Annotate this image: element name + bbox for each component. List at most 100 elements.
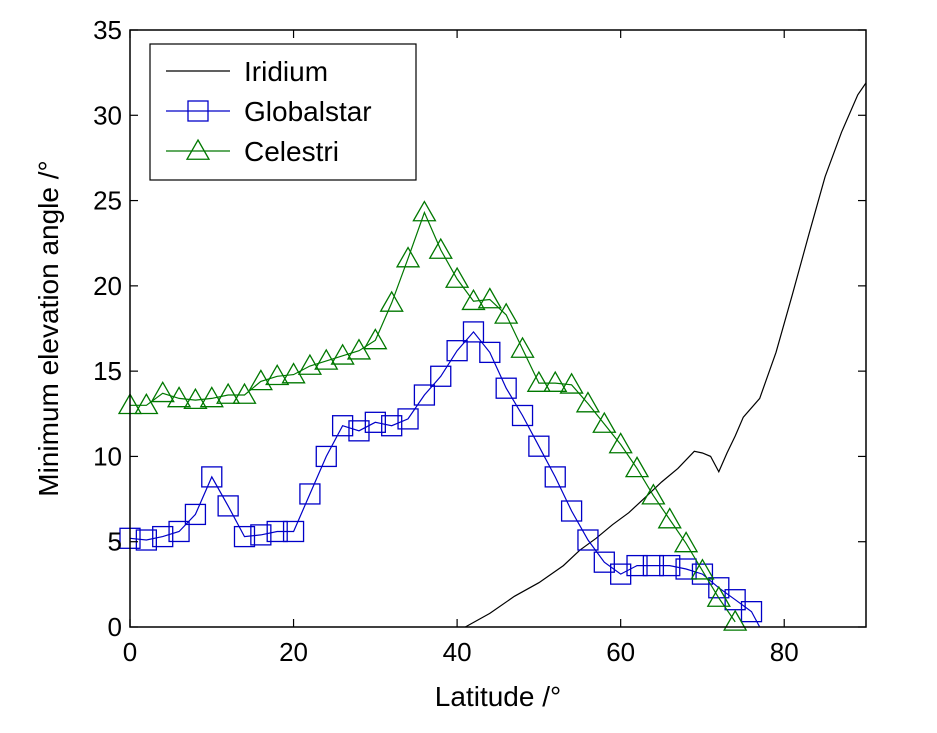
globalstar-point <box>282 520 305 543</box>
celestri-point <box>723 609 748 631</box>
globalstar-point <box>626 554 648 577</box>
legend-label-celestri: Celestri <box>244 136 339 167</box>
y-tick-label: 5 <box>108 527 122 557</box>
globalstar-point <box>381 415 403 437</box>
celestri-point <box>395 246 421 268</box>
globalstar-point <box>250 524 272 546</box>
celestri-point <box>706 585 731 607</box>
celestri-point <box>657 507 682 529</box>
globalstar-line <box>129 330 761 628</box>
y-axis-label: Minimum elevation angle /° <box>33 160 64 496</box>
legend-item-iridium: Iridium <box>166 56 328 87</box>
legend: Iridium Globalstar Celestri <box>149 43 417 181</box>
celestri-point <box>330 343 355 365</box>
celestri-point <box>248 369 273 391</box>
celestri-point <box>624 456 650 478</box>
x-axis: 0 20 40 60 80 <box>123 30 799 667</box>
celestri-point <box>216 382 241 404</box>
celestri-point <box>265 363 290 386</box>
globalstar-point <box>152 525 174 548</box>
y-tick-label: 15 <box>93 356 122 386</box>
y-tick-label: 25 <box>93 186 122 216</box>
celestri-point <box>690 558 715 580</box>
celestri-point <box>166 386 192 408</box>
globalstar-point <box>266 520 288 543</box>
celestri-point <box>510 336 535 358</box>
globalstar-point <box>610 563 632 585</box>
globalstar-point <box>397 408 419 430</box>
globalstar-point <box>577 529 599 551</box>
celestri-point <box>592 411 617 433</box>
x-tick-label: 40 <box>443 637 472 667</box>
globalstar-point <box>495 377 517 399</box>
series-layer <box>117 82 867 631</box>
y-tick-label: 10 <box>93 441 122 471</box>
celestri-point <box>150 381 175 403</box>
celestri-line <box>130 210 736 623</box>
y-tick-label: 20 <box>93 271 122 301</box>
globalstar-point <box>462 321 485 343</box>
globalstar-point <box>446 340 468 362</box>
globalstar-point <box>184 503 207 526</box>
y-tick-label: 35 <box>93 15 122 45</box>
celestri-point <box>379 290 404 312</box>
globalstar-point <box>430 365 452 387</box>
globalstar-point <box>299 483 321 505</box>
celestri-point <box>641 483 666 505</box>
globalstar-point <box>331 415 354 437</box>
celestri-point <box>444 266 470 288</box>
celestri-point <box>297 353 323 375</box>
globalstar-point <box>479 341 501 364</box>
globalstar-point <box>168 520 190 543</box>
celestri-point <box>494 302 519 324</box>
x-tick-label: 0 <box>123 637 137 667</box>
legend-marker-celestri <box>185 138 211 160</box>
globalstar-point <box>233 525 256 548</box>
plot-frame <box>129 29 867 628</box>
series-iridium <box>465 82 867 628</box>
iridium-line <box>465 82 867 628</box>
celestri-point <box>543 370 568 392</box>
celestri-point <box>608 432 633 454</box>
legend-label-iridium: Iridium <box>244 56 328 87</box>
globalstar-point <box>217 495 239 517</box>
celestri-point <box>363 328 388 350</box>
celestri-point <box>673 531 699 553</box>
globalstar-point <box>544 466 566 488</box>
celestri-point <box>232 382 257 404</box>
x-tick-label: 60 <box>606 637 635 667</box>
series-celestri <box>117 200 748 631</box>
y-tick-label: 0 <box>108 612 122 642</box>
celestri-point <box>477 287 502 309</box>
globalstar-point <box>413 384 436 406</box>
globalstar-point <box>659 554 681 577</box>
globalstar-point <box>740 600 763 623</box>
legend-item-globalstar: Globalstar <box>166 96 372 127</box>
celestri-point <box>428 237 453 259</box>
globalstar-point <box>364 411 386 433</box>
y-axis: 0 5 10 15 20 25 30 35 <box>93 15 866 642</box>
globalstar-point <box>511 404 534 427</box>
legend-label-globalstar: Globalstar <box>244 96 372 127</box>
celestri-point <box>575 391 601 413</box>
celestri-point <box>314 348 339 370</box>
x-axis-label: Latitude /° <box>435 681 561 712</box>
globalstar-point <box>201 466 223 488</box>
x-tick-label: 80 <box>770 637 799 667</box>
globalstar-point <box>348 420 370 442</box>
celestri-point <box>559 372 584 394</box>
globalstar-point <box>135 529 158 551</box>
legend-box <box>149 43 417 181</box>
celestri-point <box>199 386 224 408</box>
celestri-point <box>461 288 486 311</box>
series-globalstar <box>119 321 763 628</box>
celestri-point <box>526 370 552 392</box>
globalstar-point <box>315 445 337 468</box>
celestri-point <box>134 392 159 415</box>
celestri-point <box>412 200 437 222</box>
x-tick-label: 20 <box>279 637 308 667</box>
globalstar-point <box>691 563 714 585</box>
globalstar-point <box>675 558 697 580</box>
